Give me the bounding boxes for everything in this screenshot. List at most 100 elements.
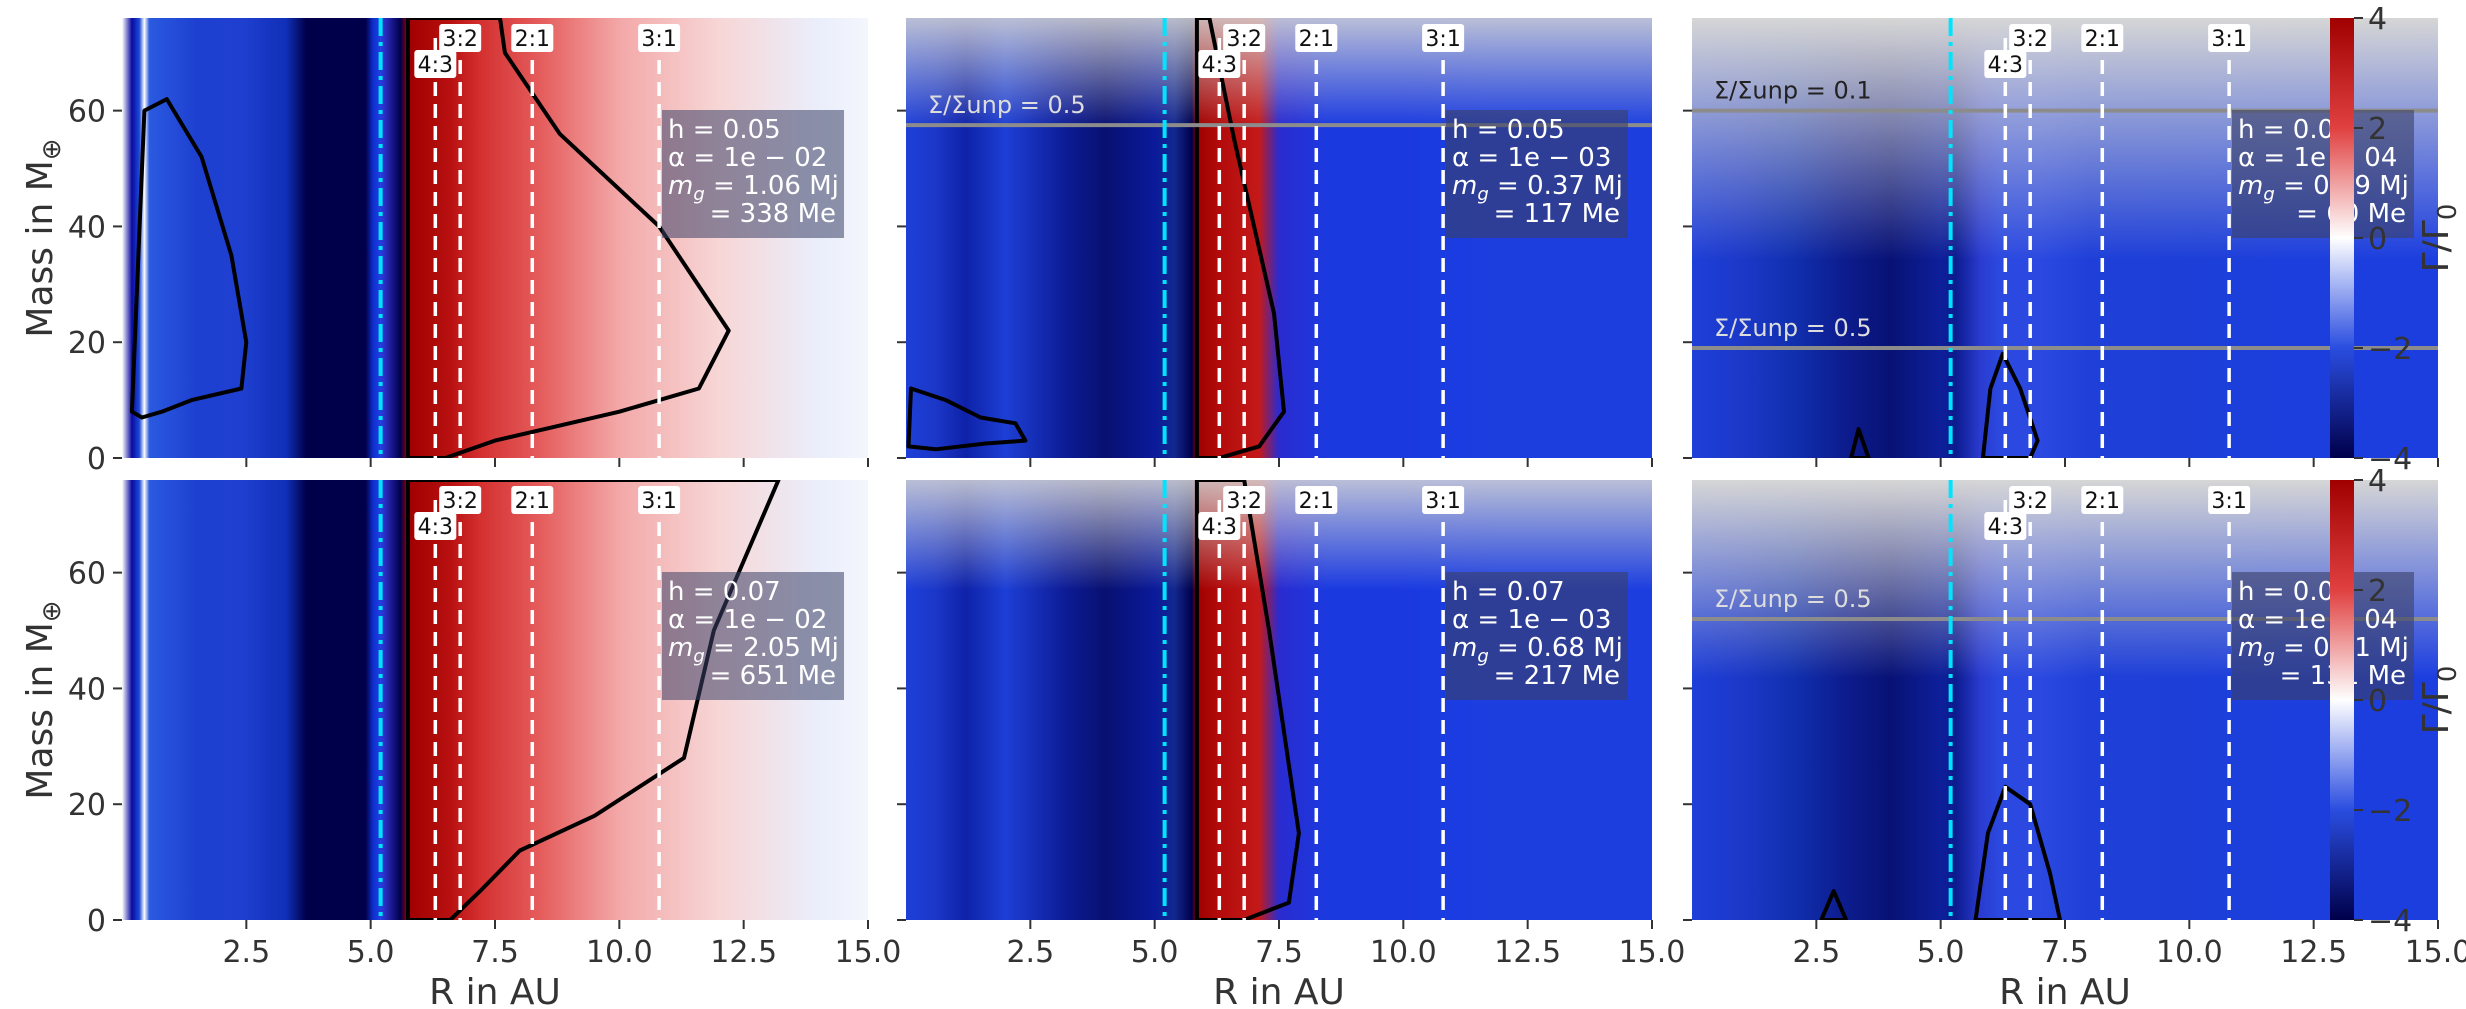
y-axis-title-main: Mass in M — [20, 622, 61, 799]
panel-2: Σ/Σunp = 0.5 4:33:2 2:1 3:1 h = 0.05α = 1e −… — [906, 18, 1652, 458]
colorbar-title: Γ/Γ0 — [2416, 666, 2463, 735]
alpha-text: α = 1e − 04 — [2238, 143, 2397, 173]
x-tick-label: 15.0 — [1619, 935, 1686, 970]
resonance-label-box — [414, 512, 457, 540]
x-axis-title: R in AU — [1213, 972, 1345, 1009]
y-axis-title: Mass in M⊕ — [20, 138, 67, 337]
colorbar-title-main: Γ/Γ — [2416, 682, 2457, 734]
resonance-label: 2:1 — [2081, 486, 2124, 514]
h-text: h = 0.07 — [668, 577, 781, 607]
me-text: = 217 Me — [1494, 661, 1620, 691]
x-tick-label: 10.0 — [2156, 935, 2223, 970]
resonance-label-text: 4:3 — [418, 515, 453, 540]
resonance-label: 3:2 — [439, 486, 482, 514]
resonance-label: 2:1 — [1295, 486, 1338, 514]
parameter-box-bg — [2232, 110, 2414, 238]
resonance-label-text: 3:2 — [2012, 27, 2047, 52]
resonance-label-text: 4:3 — [1202, 53, 1237, 78]
resonance-label: 2:1 — [2081, 24, 2124, 52]
y-axis-title-sub: ⊕ — [37, 600, 67, 622]
mg-text: mg = 0.68 Mj — [1452, 633, 1623, 667]
resonance-label-box — [2081, 24, 2124, 52]
alpha-text: α = 1e − 03 — [1452, 605, 1611, 635]
x-tick-label: 15.0 — [2405, 935, 2466, 970]
colorbar-tick-label: 2 — [2368, 112, 2387, 147]
y-axis-title: Mass in M⊕ — [20, 600, 67, 799]
resonance-label-text: 3:1 — [641, 489, 676, 514]
mg-value: = 2.05 Mj — [705, 633, 839, 663]
resonance-label-box — [511, 486, 554, 514]
mg-value: = 0.37 Mj — [1489, 171, 1623, 201]
resonance-label-text: 4:3 — [1988, 515, 2023, 540]
resonance-label-box — [1984, 50, 2027, 78]
x-tick-label: 12.5 — [2280, 935, 2347, 970]
resonance-label-text: 3:2 — [442, 489, 477, 514]
y-tick-label: 0 — [87, 904, 106, 939]
heatmap: Σ/Σunp = 0.5 — [1692, 480, 2438, 920]
colorbar-bar — [2330, 18, 2354, 458]
resonance-label-box — [2081, 486, 2124, 514]
x-axis-title: R in AU — [1999, 972, 2131, 1009]
resonance-label-box — [2208, 24, 2251, 52]
mg-text: mg = 2.05 Mj — [668, 633, 839, 667]
resonance-label-box — [1295, 24, 1338, 52]
y-axis-title-main: Mass in M — [20, 160, 61, 337]
alpha-text: α = 1e − 02 — [668, 143, 827, 173]
resonance-label-box — [1198, 512, 1241, 540]
resonance-label-text: 3:2 — [442, 27, 477, 52]
resonance-label: 2:1 — [511, 24, 554, 52]
x-tick-label: 15.0 — [835, 935, 902, 970]
resonance-label: 3:1 — [2208, 486, 2251, 514]
y-tick-label: 40 — [68, 210, 106, 245]
colorbar-tick-label: −4 — [2368, 904, 2412, 939]
colorbar-title-main: Γ/Γ — [2416, 220, 2457, 272]
mg-subscript: g — [693, 646, 704, 667]
colorbar-title-sub: 0 — [2433, 204, 2463, 221]
mg-symbol: m — [1452, 171, 1477, 201]
x-tick-label: 10.0 — [1370, 935, 1437, 970]
colorbar-bar — [2330, 480, 2354, 920]
h-text: h = 0.07 — [1452, 577, 1565, 607]
resonance-label-text: 3:1 — [641, 27, 676, 52]
resonance-label: 3:2 — [1223, 486, 1266, 514]
x-tick-label: 2.5 — [222, 935, 270, 970]
axes-5: 2.5 5.0 7.5 10.0 12.5 15.0 R in AU — [897, 571, 1686, 1009]
y-tick-label: 60 — [68, 557, 106, 592]
zero-torque-contour — [1819, 889, 1849, 920]
resonance-label-box — [511, 24, 554, 52]
alpha-text: α = 1e − 02 — [668, 605, 827, 635]
axes-6: 2.5 5.0 7.5 10.0 12.5 15.0 R in AU — [1683, 571, 2466, 1009]
zero-torque-contour — [406, 480, 781, 920]
zero-torque-contour — [1849, 427, 1871, 458]
x-tick-label: 12.5 — [1494, 935, 1561, 970]
resonance-label: 3:1 — [2208, 24, 2251, 52]
resonance-label-box — [1223, 24, 1266, 52]
resonance-label-text: 4:3 — [418, 53, 453, 78]
resonance-label-box — [439, 24, 482, 52]
parameter-box-bg — [1446, 110, 1628, 238]
y-tick-label: 40 — [68, 672, 106, 707]
panel-3: Σ/Σunp = 0.1Σ/Σunp = 0.54:33:2 2:1 3:1h = … — [1692, 18, 2438, 458]
resonance-label-text: 2:1 — [1299, 489, 1334, 514]
colorbar-tick-label: 4 — [2368, 464, 2387, 499]
x-tick-label: 5.0 — [347, 935, 395, 970]
y-tick-label: 20 — [68, 326, 106, 361]
zero-torque-contour — [406, 18, 731, 458]
x-tick-label: 5.0 — [1131, 935, 1179, 970]
axes-3 — [1683, 109, 2439, 467]
resonance-label: 2:1 — [511, 486, 554, 514]
resonance-label: 3:1 — [1422, 24, 1465, 52]
resonance-label-text: 3:1 — [1425, 27, 1460, 52]
y-axis-title-sub: ⊕ — [37, 138, 67, 160]
resonance-label: 3:2 — [2009, 24, 2052, 52]
resonance-label-text: 4:3 — [1988, 53, 2023, 78]
resonance-label: 3:2 — [1223, 24, 1266, 52]
